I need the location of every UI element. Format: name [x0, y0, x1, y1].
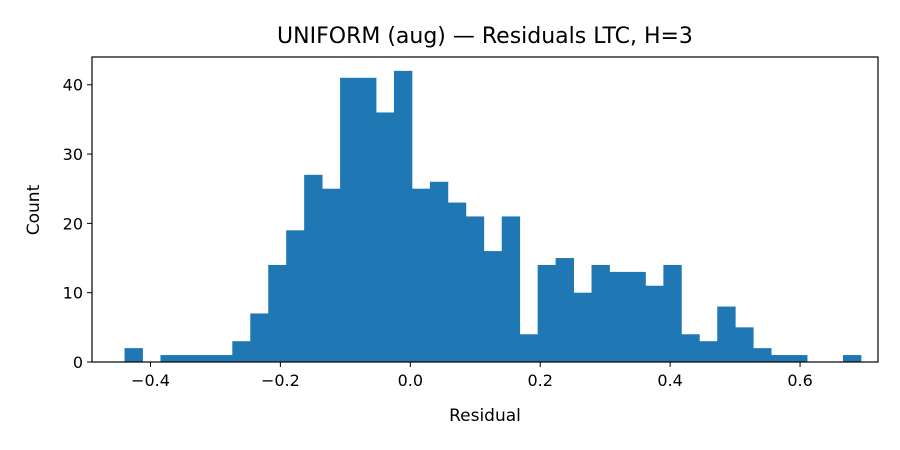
- x-tick-label: −0.2: [261, 371, 300, 390]
- histogram-bar: [250, 313, 269, 362]
- histogram-bar: [537, 264, 557, 362]
- y-axis-label: Count: [24, 184, 44, 235]
- histogram-bar: [268, 264, 287, 362]
- histogram-bar: [591, 264, 610, 362]
- x-tick-label: 0.0: [398, 371, 423, 390]
- histogram-bar: [483, 251, 503, 362]
- histogram-bar: [771, 355, 790, 362]
- chart-title: UNIFORM (aug) — Residuals LTC, H=3: [277, 24, 693, 49]
- histogram-bar: [842, 355, 862, 362]
- y-tick-label: 0: [73, 353, 83, 372]
- x-tick-label: 0.6: [787, 371, 812, 390]
- histogram-bar: [376, 112, 395, 362]
- histogram-bar: [322, 188, 341, 362]
- histogram-bar: [663, 264, 682, 362]
- histogram-bar: [447, 202, 467, 362]
- y-tick-label: 30: [63, 145, 83, 164]
- x-tick-label: −0.4: [131, 371, 170, 390]
- histogram-bar: [627, 271, 646, 362]
- histogram-bar: [214, 355, 233, 362]
- bars-group: [124, 70, 862, 363]
- histogram-bar: [178, 355, 197, 362]
- histogram-bar: [699, 341, 718, 362]
- histogram-bar: [160, 355, 179, 362]
- histogram-bar: [465, 216, 485, 362]
- histogram-bar: [555, 258, 574, 362]
- y-tick-label: 40: [63, 76, 83, 95]
- histogram-bar: [429, 181, 449, 362]
- histogram-bar: [358, 77, 377, 363]
- histogram-bar: [196, 355, 215, 362]
- y-tick-label: 10: [63, 284, 83, 303]
- y-axis-ticks: 0 10 20 30 40: [63, 76, 92, 372]
- histogram-bar: [573, 292, 592, 362]
- y-tick-label: 20: [63, 214, 83, 233]
- histogram-bar: [753, 348, 772, 362]
- histogram-bar: [519, 334, 539, 362]
- histogram-bar: [501, 216, 521, 362]
- histogram-bar: [645, 285, 664, 362]
- histogram-bar: [340, 77, 359, 363]
- x-tick-label: 0.4: [657, 371, 682, 390]
- x-axis-ticks: −0.4 −0.2 0.0 0.2 0.4 0.6: [131, 362, 813, 390]
- plot-frame: [91, 56, 879, 363]
- histogram-bar: [681, 334, 700, 362]
- histogram-bar: [304, 174, 323, 362]
- x-tick-label: 0.2: [527, 371, 552, 390]
- histogram-bar: [286, 230, 305, 362]
- histogram-bar: [232, 341, 251, 362]
- histogram-bar: [717, 306, 736, 362]
- histogram-bar: [735, 327, 754, 362]
- histogram-bar: [789, 355, 808, 362]
- histogram-bar: [393, 70, 413, 363]
- histogram-bar: [609, 271, 628, 362]
- x-axis-label: Residual: [449, 406, 521, 426]
- histogram-bar: [411, 188, 431, 362]
- histogram-bar: [124, 348, 143, 362]
